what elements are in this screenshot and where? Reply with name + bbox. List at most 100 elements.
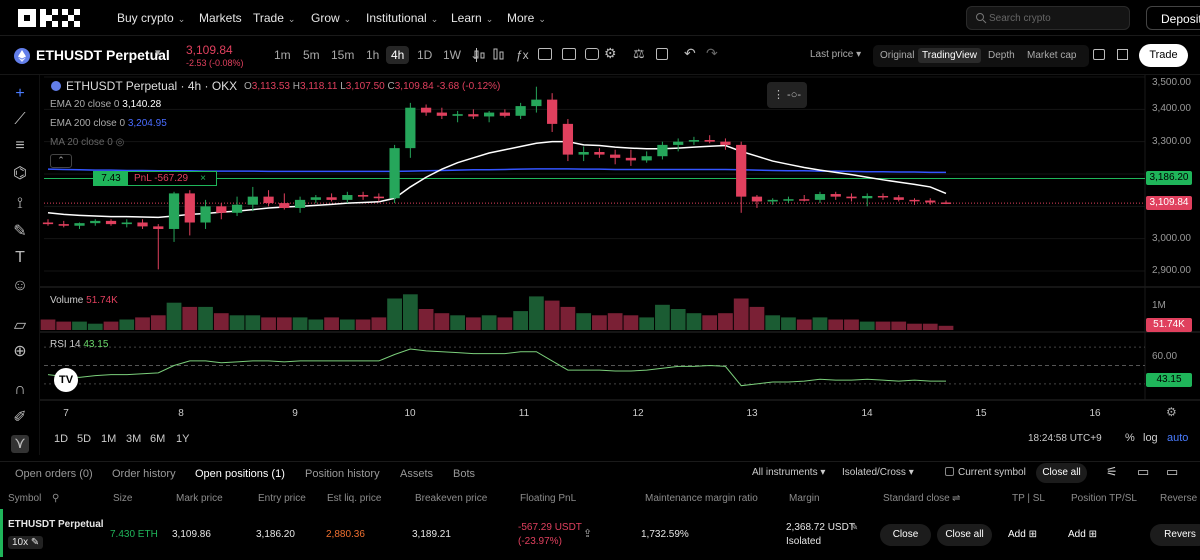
undo-icon[interactable]: ↶ bbox=[684, 45, 696, 61]
add-position-tpsl-button[interactable]: Add ⊞ bbox=[1068, 529, 1097, 540]
tab-position-history[interactable]: Position history bbox=[305, 468, 380, 480]
brush-icon[interactable]: ✎ bbox=[13, 223, 27, 240]
ruler-icon[interactable]: ▱ bbox=[13, 317, 27, 334]
position-pnl: PnL -567.29 bbox=[134, 173, 189, 184]
column-header[interactable]: Symbol bbox=[8, 493, 42, 504]
add-tpsl-button[interactable]: Add ⊞ bbox=[1008, 529, 1037, 540]
nav-institutional[interactable]: Institutional ⌄ bbox=[366, 11, 438, 25]
pattern-icon[interactable]: ⌬ bbox=[13, 165, 27, 182]
pnl-icon[interactable] bbox=[562, 48, 576, 60]
measure-icon[interactable]: ⟟ bbox=[17, 195, 23, 212]
position-symbol[interactable]: ETHUSDT Perpetual bbox=[8, 519, 104, 530]
nav-learn[interactable]: Learn ⌄ bbox=[451, 11, 493, 25]
collapse-icon[interactable]: ⋎ bbox=[11, 435, 29, 453]
drag-handle-icon[interactable]: ⋮ -○- bbox=[767, 82, 807, 108]
column-header[interactable]: Standard close bbox=[883, 493, 950, 504]
chevron-down-icon[interactable]: ▾ bbox=[155, 47, 161, 59]
view-tradingview[interactable]: TradingView bbox=[918, 48, 982, 63]
view-depth[interactable]: Depth bbox=[988, 50, 1015, 61]
instruments-filter[interactable]: All instruments ▾ bbox=[752, 467, 826, 478]
tab-order-history[interactable]: Order history bbox=[112, 468, 176, 480]
deposit-button[interactable]: Deposit bbox=[1146, 6, 1200, 30]
okx-logo[interactable] bbox=[18, 9, 80, 27]
volume-bar bbox=[623, 315, 639, 330]
position-marker[interactable]: 7.43 PnL -567.29 × bbox=[93, 171, 217, 186]
percent-toggle[interactable]: % bbox=[1125, 432, 1135, 444]
candle-style-icon[interactable] bbox=[474, 48, 486, 62]
trade-button[interactable]: Trade bbox=[1139, 44, 1188, 67]
pin-icon[interactable]: ⚲ bbox=[52, 493, 60, 504]
collapse-legend-button[interactable]: ⌃ bbox=[50, 154, 72, 168]
alert-icon[interactable] bbox=[585, 48, 599, 60]
timeframe-1h[interactable]: 1h bbox=[366, 48, 380, 62]
current-symbol-checkbox[interactable] bbox=[945, 467, 954, 476]
nav-markets[interactable]: Markets bbox=[199, 11, 242, 25]
ma20-legend[interactable]: MA 20 close 0 ◎ bbox=[50, 137, 124, 148]
ema20-legend[interactable]: EMA 20 close 0 3,140.28 bbox=[50, 99, 161, 110]
fullscreen-icon[interactable] bbox=[1117, 49, 1128, 60]
tab-open-orders[interactable]: Open orders (0) bbox=[15, 468, 93, 480]
timeframe-15m[interactable]: 15m bbox=[331, 48, 355, 62]
edit-margin-icon[interactable]: ✎ bbox=[850, 522, 859, 533]
close-all-positions-button[interactable]: Close all bbox=[1036, 463, 1087, 483]
timeframe-1D[interactable]: 1D bbox=[417, 48, 433, 62]
share-icon[interactable]: ⇪ bbox=[583, 528, 593, 540]
range-1D[interactable]: 1D bbox=[54, 433, 69, 445]
tab-bots[interactable]: Bots bbox=[453, 468, 476, 480]
crosshair-icon[interactable]: + bbox=[15, 85, 25, 102]
search-input[interactable]: Search crypto bbox=[966, 6, 1130, 30]
redo-icon[interactable]: ↷ bbox=[706, 45, 718, 61]
timeframe-4h[interactable]: 4h bbox=[386, 46, 410, 64]
close-position-button[interactable]: Close bbox=[880, 524, 931, 546]
zoom-in-icon[interactable]: ⊕ bbox=[13, 343, 27, 360]
price-type-select[interactable]: Last price ▾ bbox=[810, 49, 862, 60]
log-toggle[interactable]: log bbox=[1143, 432, 1158, 444]
reverse-button[interactable]: Revers bbox=[1150, 524, 1200, 546]
layout-toggle-icon[interactable]: ▭ bbox=[1137, 464, 1150, 479]
tab-assets[interactable]: Assets bbox=[400, 468, 434, 480]
fib-icon[interactable]: ≡ bbox=[15, 137, 25, 154]
magnet-icon[interactable]: ∩ bbox=[14, 381, 26, 398]
window-icon[interactable] bbox=[1093, 49, 1105, 60]
functions-icon[interactable]: ƒx bbox=[516, 48, 529, 62]
close-all-button[interactable]: Close all bbox=[937, 524, 992, 546]
tab-open-positions[interactable]: Open positions (1) bbox=[195, 468, 285, 480]
nav-buy-crypto[interactable]: Buy crypto ⌄ bbox=[117, 11, 185, 25]
margin-mode-filter[interactable]: Isolated/Cross ▾ bbox=[842, 467, 914, 478]
text-icon[interactable]: T bbox=[15, 249, 25, 266]
position-size-value: 7.430 ETH bbox=[110, 529, 158, 540]
eye-hidden-icon[interactable]: ◎ bbox=[115, 137, 125, 148]
timeframe-5m[interactable]: 5m bbox=[303, 48, 320, 62]
timeframe-1m[interactable]: 1m bbox=[274, 48, 291, 62]
close-position-icon[interactable]: × bbox=[200, 173, 206, 184]
range-6M[interactable]: 6M bbox=[150, 433, 166, 445]
snapshot-icon[interactable] bbox=[656, 48, 668, 60]
view-market-cap[interactable]: Market cap bbox=[1027, 50, 1077, 61]
minimize-icon[interactable]: ▭ bbox=[1166, 464, 1179, 479]
trendline-icon[interactable]: ⟋ bbox=[14, 111, 26, 128]
tradingview-logo[interactable]: TV bbox=[54, 368, 78, 392]
layout-icon[interactable] bbox=[538, 48, 552, 60]
timeframe-1W[interactable]: 1W bbox=[443, 48, 461, 62]
indicator-icon[interactable] bbox=[493, 48, 505, 60]
nav-grow[interactable]: Grow ⌄ bbox=[311, 11, 351, 25]
range-1Y[interactable]: 1Y bbox=[176, 433, 190, 445]
auto-toggle[interactable]: auto bbox=[1167, 432, 1189, 444]
lock-drawing-icon[interactable]: ✐ bbox=[13, 409, 27, 426]
price-chart[interactable]: 7 8 9 10 11 12 13 14 15 16 bbox=[0, 75, 1200, 455]
nav-trade[interactable]: Trade ⌄ bbox=[253, 11, 295, 25]
view-original[interactable]: Original bbox=[880, 50, 915, 61]
sort-icon[interactable]: ⇌ bbox=[952, 493, 961, 504]
range-5D[interactable]: 5D bbox=[77, 433, 92, 445]
nav-more[interactable]: More ⌄ bbox=[507, 11, 546, 25]
ema200-legend[interactable]: EMA 200 close 0 3,204.95 bbox=[50, 118, 167, 129]
leverage-badge[interactable]: 10x ✎ bbox=[8, 536, 44, 549]
range-1M[interactable]: 1M bbox=[101, 433, 117, 445]
symbol-name[interactable]: ETHUSDT Perpetual bbox=[36, 47, 170, 63]
axis-settings-icon[interactable]: ⚙ bbox=[1166, 405, 1177, 419]
filter-settings-icon[interactable]: ⚟ bbox=[1106, 464, 1118, 479]
compare-icon[interactable]: ⚖ bbox=[633, 46, 645, 61]
settings-icon[interactable]: ⚙ bbox=[604, 45, 617, 61]
range-3M[interactable]: 3M bbox=[126, 433, 142, 445]
emoji-icon[interactable]: ☺ bbox=[11, 277, 29, 294]
